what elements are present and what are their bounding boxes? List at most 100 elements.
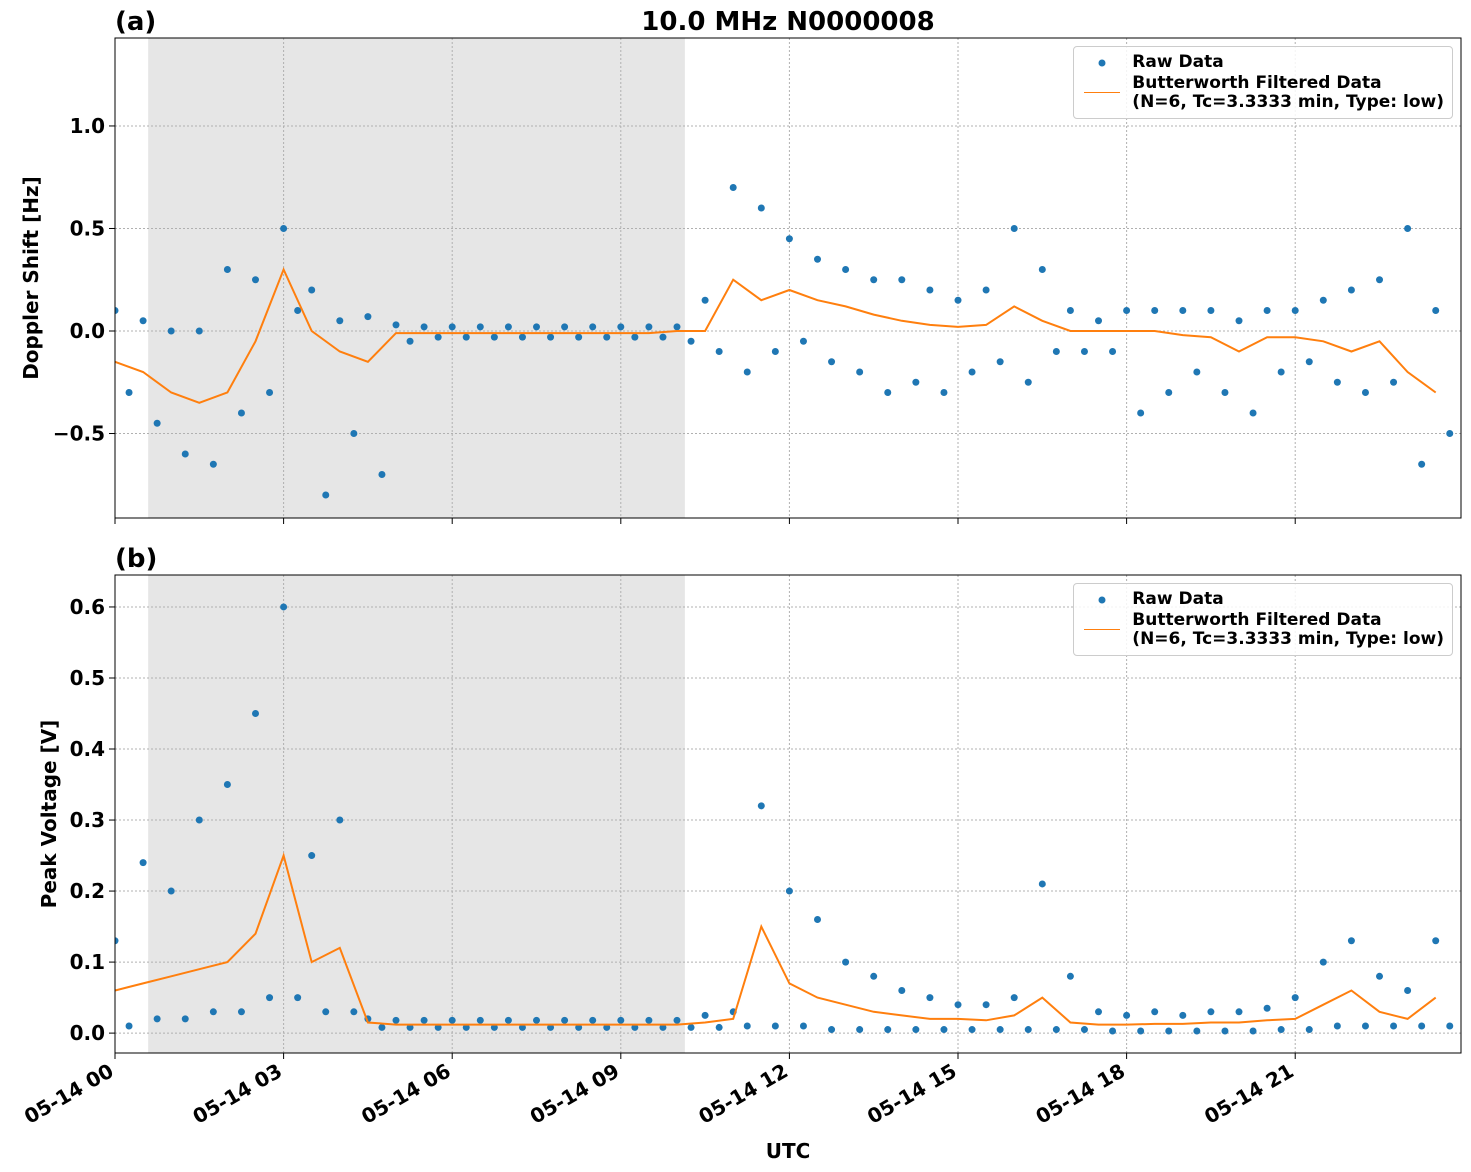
raw-point <box>631 333 639 341</box>
raw-point <box>940 1026 948 1034</box>
raw-point <box>884 1026 892 1034</box>
y-tick-label: 0.4 <box>70 737 105 761</box>
raw-point <box>1361 389 1369 397</box>
raw-point <box>448 1016 456 1024</box>
raw-point <box>645 323 653 331</box>
raw-point <box>1390 378 1398 386</box>
raw-point <box>1432 306 1440 314</box>
raw-point <box>870 972 878 980</box>
raw-point <box>1390 1022 1398 1030</box>
raw-point <box>1179 1011 1187 1019</box>
raw-point <box>115 937 119 945</box>
raw-point <box>575 1023 583 1031</box>
raw-point <box>575 333 583 341</box>
raw-point <box>181 450 189 458</box>
raw-point <box>420 1016 428 1024</box>
raw-point <box>1249 1027 1257 1035</box>
raw-point <box>785 887 793 895</box>
raw-point <box>1291 306 1299 314</box>
legend-marker <box>1098 59 1106 67</box>
raw-point <box>1432 937 1440 945</box>
raw-point <box>223 265 231 273</box>
legend-label: Butterworth Filtered Data (N=6, Tc=3.333… <box>1132 610 1444 649</box>
raw-point <box>1333 378 1341 386</box>
raw-point <box>1109 348 1117 356</box>
panel-label: (b) <box>115 544 157 574</box>
raw-point <box>1038 880 1046 888</box>
raw-point <box>701 1011 709 1019</box>
raw-point <box>462 333 470 341</box>
y-tick-label: 0.6 <box>70 595 105 619</box>
raw-point <box>392 321 400 329</box>
raw-point <box>1010 994 1018 1002</box>
raw-point <box>533 1016 541 1024</box>
raw-point <box>968 1026 976 1034</box>
x-tick-label: 05-14 15 <box>863 1059 961 1129</box>
y-tick-label: 0.2 <box>70 879 105 903</box>
raw-point <box>715 1023 723 1031</box>
y-tick-label: 0.5 <box>70 216 105 240</box>
raw-point <box>195 816 203 824</box>
raw-point <box>490 1023 498 1031</box>
raw-point <box>195 327 203 335</box>
raw-point <box>434 1023 442 1031</box>
raw-point <box>1165 1027 1173 1035</box>
raw-point <box>223 781 231 789</box>
raw-point <box>1095 1008 1103 1016</box>
raw-point <box>926 994 934 1002</box>
raw-point <box>743 1022 751 1030</box>
raw-point <box>125 389 133 397</box>
raw-point <box>547 333 555 341</box>
raw-point <box>870 276 878 284</box>
y-tick-label: 0.0 <box>70 1021 105 1045</box>
raw-point <box>308 286 316 294</box>
raw-point <box>406 337 414 345</box>
raw-point <box>1109 1027 1117 1035</box>
legend-label: Raw Data <box>1132 52 1224 72</box>
raw-point <box>645 1016 653 1024</box>
raw-point <box>1291 994 1299 1002</box>
x-tick-label: 05-14 09 <box>526 1059 624 1129</box>
raw-point <box>350 430 358 438</box>
raw-point <box>1277 1026 1285 1034</box>
raw-point <box>308 852 316 860</box>
raw-point <box>434 333 442 341</box>
raw-point <box>1263 1004 1271 1012</box>
raw-point <box>996 1026 1004 1034</box>
raw-point <box>504 1016 512 1024</box>
raw-point <box>1263 306 1271 314</box>
raw-point <box>1235 317 1243 325</box>
legend-marker <box>1098 596 1106 604</box>
raw-point <box>518 1023 526 1031</box>
filtered-line <box>115 266 1437 404</box>
raw-point <box>757 204 765 212</box>
raw-point <box>294 306 302 314</box>
raw-point <box>687 1023 695 1031</box>
raw-point <box>153 1015 161 1023</box>
raw-point <box>448 323 456 331</box>
x-tick-label: 05-14 18 <box>1032 1059 1130 1129</box>
raw-point <box>1361 1022 1369 1030</box>
raw-point <box>659 333 667 341</box>
raw-point <box>336 317 344 325</box>
axes-frame <box>114 37 1462 519</box>
x-tick-label: 05-14 00 <box>20 1059 118 1129</box>
raw-point <box>603 333 611 341</box>
raw-point <box>476 1016 484 1024</box>
raw-point <box>561 323 569 331</box>
raw-point <box>406 1023 414 1031</box>
raw-point <box>209 1008 217 1016</box>
raw-point <box>968 368 976 376</box>
filtered-line <box>115 852 1437 1026</box>
raw-point <box>1066 972 1074 980</box>
raw-point <box>771 348 779 356</box>
raw-point <box>1319 296 1327 304</box>
raw-point <box>462 1023 470 1031</box>
raw-point <box>687 337 695 345</box>
raw-point <box>1024 378 1032 386</box>
raw-point <box>1080 348 1088 356</box>
raw-point <box>378 1023 386 1031</box>
raw-point <box>771 1022 779 1030</box>
